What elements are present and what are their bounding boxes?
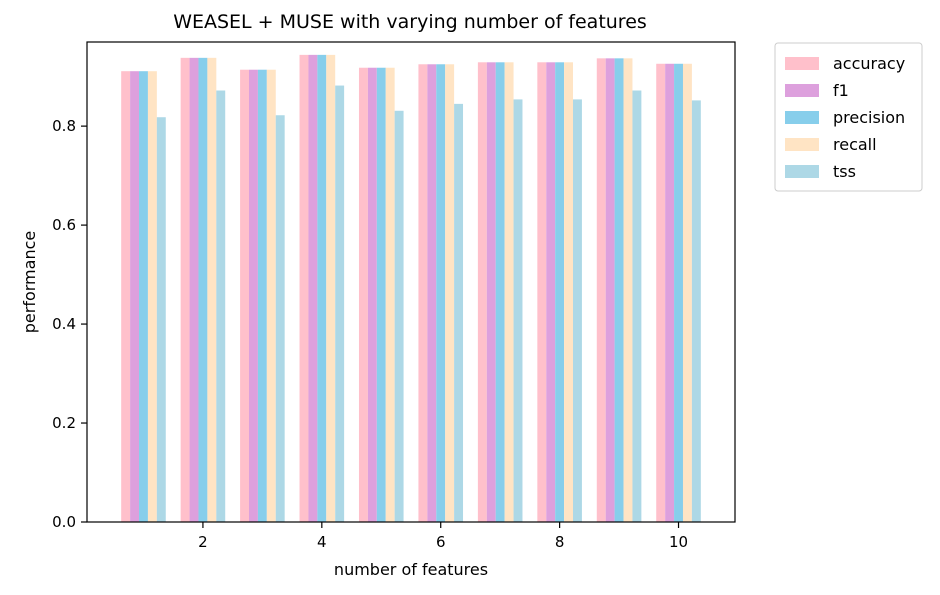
bar-tss-2 <box>216 90 226 523</box>
y-axis: 0.0 0.2 0.4 0.6 0.8 <box>52 117 87 531</box>
bar-recall-8 <box>564 62 573 522</box>
bar-f1-1 <box>130 71 140 522</box>
legend-label-recall: recall <box>833 135 877 154</box>
legend-frame <box>774 42 923 192</box>
bar-f1-3 <box>249 69 258 523</box>
bar-precision-6 <box>436 64 446 523</box>
bar-recall-2 <box>207 57 217 523</box>
legend-swatch-recall <box>785 138 819 151</box>
bar-tss-7 <box>513 99 523 523</box>
legend-swatch-tss <box>785 165 819 178</box>
bar-accuracy-2 <box>180 57 190 523</box>
bar-f1-2 <box>189 57 199 523</box>
legend-swatch-f1 <box>785 84 819 97</box>
bar-tss-5 <box>394 110 404 522</box>
bar-accuracy-8 <box>537 62 547 522</box>
y-tick-label-0.6: 0.6 <box>52 216 76 234</box>
bars-layer <box>121 54 701 523</box>
y-tick-label-0.2: 0.2 <box>52 414 76 432</box>
bar-accuracy-4 <box>299 54 309 523</box>
bar-accuracy-6 <box>418 64 428 523</box>
bar-precision-7 <box>495 62 505 522</box>
legend-swatch-accuracy <box>785 57 819 70</box>
bar-accuracy-9 <box>596 58 606 522</box>
x-tick-label-8: 8 <box>555 533 565 551</box>
bar-recall-9 <box>623 58 633 522</box>
bar-accuracy-3 <box>240 69 249 523</box>
bar-recall-4 <box>326 54 336 523</box>
bar-f1-10 <box>665 63 675 523</box>
y-tick-label-0.4: 0.4 <box>52 315 76 333</box>
plot-frame <box>86 41 736 523</box>
x-tick-label-10: 10 <box>669 533 688 551</box>
bar-f1-8 <box>546 62 556 522</box>
legend: accuracy f1 precision recall tss <box>774 42 923 192</box>
bar-precision-10 <box>674 63 683 523</box>
bar-tss-8 <box>573 99 582 523</box>
bar-precision-2 <box>198 57 208 523</box>
x-tick-label-2: 2 <box>198 533 208 551</box>
bar-tss-4 <box>335 85 345 523</box>
bar-precision-3 <box>257 69 267 523</box>
legend-label-f1: f1 <box>833 81 849 100</box>
bar-recall-3 <box>266 69 276 523</box>
bar-precision-5 <box>376 67 386 522</box>
bar-f1-4 <box>308 54 318 523</box>
bar-precision-9 <box>614 58 624 522</box>
legend-swatch-precision <box>785 111 819 124</box>
bar-tss-6 <box>454 103 464 523</box>
bar-precision-8 <box>555 62 565 522</box>
x-axis: 2 4 6 8 10 <box>198 522 688 551</box>
bar-recall-10 <box>682 63 692 523</box>
x-tick-label-6: 6 <box>436 533 446 551</box>
bar-recall-1 <box>147 71 157 522</box>
chart-title: WEASEL + MUSE with varying number of fea… <box>173 11 647 33</box>
bar-tss-3 <box>275 115 285 523</box>
bar-accuracy-7 <box>477 62 487 522</box>
bar-tss-9 <box>632 90 642 523</box>
bar-tss-1 <box>156 117 166 522</box>
x-tick-label-4: 4 <box>317 533 327 551</box>
legend-label-accuracy: accuracy <box>833 54 905 73</box>
bar-accuracy-10 <box>656 63 666 523</box>
bar-recall-7 <box>504 62 514 522</box>
bar-accuracy-1 <box>121 71 131 522</box>
x-axis-label: number of features <box>334 560 488 579</box>
legend-label-precision: precision <box>833 108 905 127</box>
bar-tss-10 <box>691 100 701 522</box>
y-tick-label-0.8: 0.8 <box>52 117 76 135</box>
y-axis-label: performance <box>20 231 39 333</box>
bar-recall-6 <box>445 64 455 523</box>
bar-accuracy-5 <box>358 67 368 522</box>
bar-f1-5 <box>367 67 377 522</box>
bar-f1-6 <box>427 64 437 523</box>
bar-precision-4 <box>317 54 327 523</box>
bar-precision-1 <box>139 71 148 522</box>
legend-label-tss: tss <box>833 162 856 181</box>
bar-recall-5 <box>385 67 395 522</box>
bar-f1-7 <box>486 62 496 522</box>
legend-items: accuracy f1 precision recall tss <box>785 54 905 181</box>
bar-f1-9 <box>605 58 615 522</box>
y-tick-label-0.0: 0.0 <box>52 513 76 531</box>
